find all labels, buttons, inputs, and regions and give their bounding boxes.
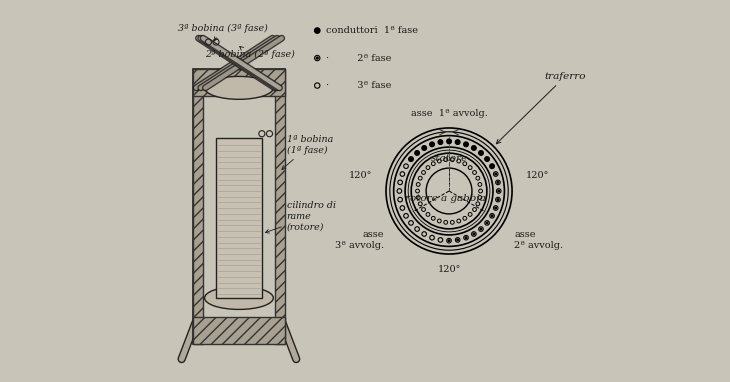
Circle shape — [495, 207, 496, 209]
Ellipse shape — [204, 76, 273, 99]
Circle shape — [479, 151, 483, 155]
Bar — [275, 69, 285, 344]
Text: traferro: traferro — [496, 72, 586, 144]
Text: rotore a gabbia: rotore a gabbia — [404, 194, 485, 203]
Circle shape — [491, 215, 493, 217]
Circle shape — [422, 146, 426, 150]
Bar — [193, 69, 285, 96]
Circle shape — [497, 199, 499, 201]
Circle shape — [480, 228, 482, 230]
Text: 2ª bobina (2ª fase): 2ª bobina (2ª fase) — [204, 47, 294, 59]
Circle shape — [447, 139, 451, 144]
Bar — [193, 317, 285, 344]
Circle shape — [430, 142, 434, 147]
Circle shape — [485, 157, 489, 161]
Text: asse
2ª avvolg.: asse 2ª avvolg. — [515, 230, 564, 249]
Text: ·         2ª fase: · 2ª fase — [326, 53, 391, 63]
Text: ·         3ª fase: · 3ª fase — [326, 81, 391, 90]
Circle shape — [464, 142, 469, 147]
Text: 120°: 120° — [349, 171, 372, 180]
Circle shape — [498, 190, 499, 192]
Text: 120°: 120° — [526, 171, 549, 180]
Circle shape — [448, 240, 450, 241]
Circle shape — [473, 233, 474, 235]
Circle shape — [490, 164, 494, 168]
Text: cilindro di
rame
(rotore): cilindro di rame (rotore) — [265, 201, 336, 233]
Circle shape — [409, 157, 413, 161]
Text: asse  1ª avvolg.: asse 1ª avvolg. — [410, 109, 488, 118]
Circle shape — [457, 239, 458, 241]
Circle shape — [315, 28, 320, 33]
Circle shape — [465, 237, 466, 238]
Circle shape — [495, 173, 496, 175]
Circle shape — [438, 140, 442, 144]
Bar — [193, 69, 203, 344]
Circle shape — [472, 146, 476, 150]
Text: 3ª bobina (3ª fase): 3ª bobina (3ª fase) — [178, 23, 268, 41]
Text: conduttori  1ª fase: conduttori 1ª fase — [326, 26, 418, 35]
Ellipse shape — [204, 286, 273, 309]
Bar — [216, 138, 262, 298]
Circle shape — [456, 140, 460, 144]
Text: 1ª bobina
(1ª fase): 1ª bobina (1ª fase) — [282, 135, 333, 170]
Circle shape — [415, 151, 420, 155]
Text: asse
3ª avvolg.: asse 3ª avvolg. — [334, 230, 384, 249]
Circle shape — [497, 181, 499, 183]
Text: statore: statore — [431, 154, 468, 163]
Circle shape — [486, 222, 488, 224]
Circle shape — [316, 57, 318, 59]
Bar — [193, 69, 285, 344]
Text: 120°: 120° — [437, 265, 461, 275]
